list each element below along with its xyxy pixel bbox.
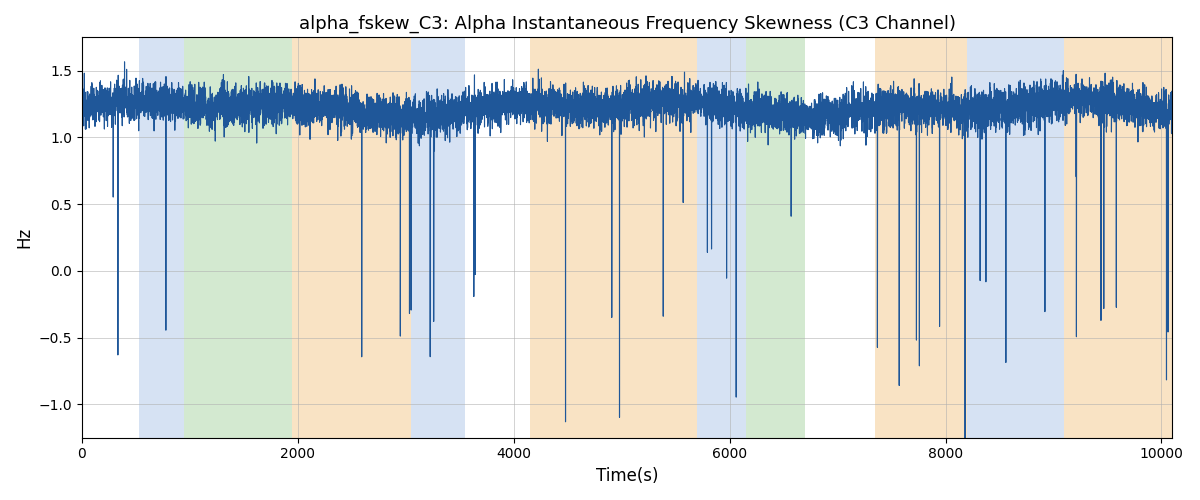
Bar [530,38,697,438]
Title: alpha_fskew_C3: Alpha Instantaneous Frequency Skewness (C3 Channel): alpha_fskew_C3: Alpha Instantaneous Freq… [299,15,955,34]
X-axis label: Time(s): Time(s) [596,467,659,485]
Bar [412,38,466,438]
Bar [875,38,967,438]
Bar [1064,38,1172,438]
Bar [185,38,293,438]
Bar [967,38,1064,438]
Bar [293,38,412,438]
Bar [697,38,746,438]
Y-axis label: Hz: Hz [14,227,32,248]
Bar [746,38,805,438]
Bar [139,38,185,438]
